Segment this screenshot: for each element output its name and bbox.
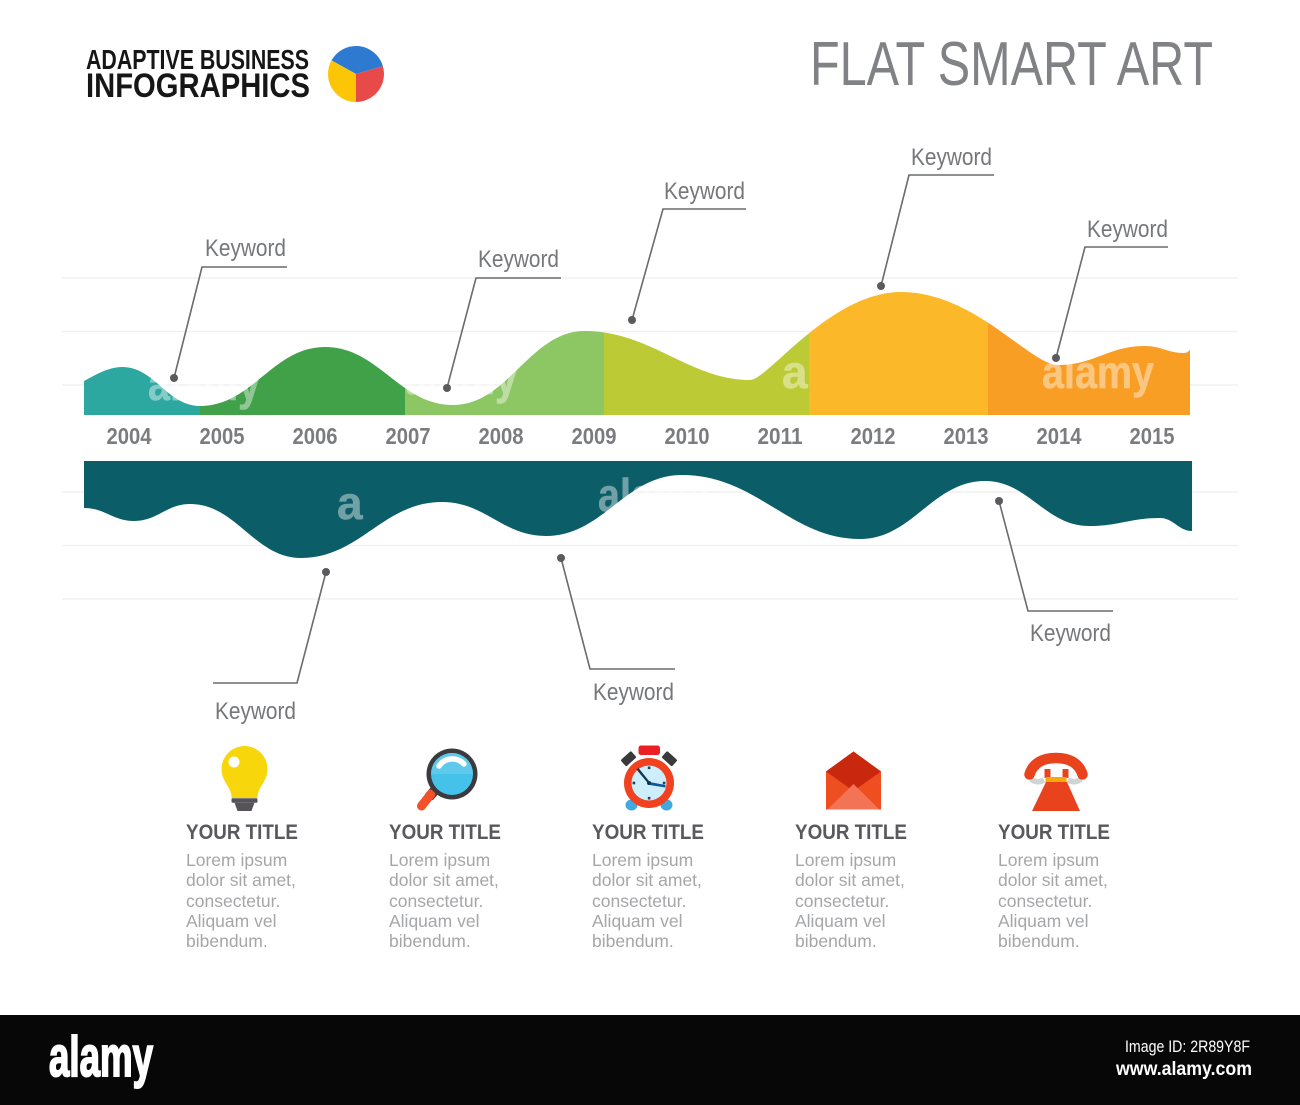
svg-text:ADAPTIVE BUSINESS: ADAPTIVE BUSINESS	[86, 44, 309, 75]
svg-text:2014: 2014	[1037, 423, 1082, 449]
svg-text:YOUR TITLE: YOUR TITLE	[795, 820, 907, 844]
svg-text:www.alamy.com: www.alamy.com	[1115, 1059, 1252, 1080]
svg-text:Keyword: Keyword	[215, 698, 296, 725]
svg-text:2005: 2005	[200, 423, 245, 449]
svg-text:2011: 2011	[758, 423, 803, 449]
svg-text:Keyword: Keyword	[1087, 216, 1168, 243]
svg-text:FLAT SMART ART: FLAT SMART ART	[810, 30, 1213, 99]
svg-text:2007: 2007	[386, 423, 431, 449]
svg-text:2004: 2004	[107, 423, 152, 449]
svg-text:2010: 2010	[665, 423, 710, 449]
svg-text:Keyword: Keyword	[1030, 620, 1111, 647]
svg-text:alamy: alamy	[148, 358, 260, 410]
svg-text:a: a	[337, 477, 363, 529]
svg-text:Keyword: Keyword	[664, 178, 745, 205]
svg-text:2012: 2012	[851, 423, 896, 449]
svg-text:YOUR TITLE: YOUR TITLE	[592, 820, 704, 844]
svg-text:a: a	[782, 346, 808, 398]
svg-text:2015: 2015	[1130, 423, 1175, 449]
svg-text:Keyword: Keyword	[205, 235, 286, 262]
svg-text:2006: 2006	[293, 423, 338, 449]
svg-text:alamy: alamy	[1042, 346, 1154, 398]
svg-text:alamy: alamy	[405, 352, 517, 404]
svg-text:2013: 2013	[944, 423, 989, 449]
svg-text:2008: 2008	[479, 423, 524, 449]
svg-text:alamy: alamy	[49, 1025, 153, 1089]
svg-text:Keyword: Keyword	[478, 246, 559, 273]
svg-text:Keyword: Keyword	[911, 144, 992, 171]
svg-text:Image ID: 2R89Y8F: Image ID: 2R89Y8F	[1125, 1038, 1250, 1056]
svg-text:INFOGRAPHICS: INFOGRAPHICS	[86, 67, 310, 105]
svg-text:YOUR TITLE: YOUR TITLE	[186, 820, 298, 844]
svg-text:YOUR TITLE: YOUR TITLE	[389, 820, 501, 844]
svg-text:YOUR TITLE: YOUR TITLE	[998, 820, 1110, 844]
svg-text:Keyword: Keyword	[593, 679, 674, 706]
svg-text:alamy: alamy	[598, 469, 710, 521]
svg-text:2009: 2009	[572, 423, 617, 449]
